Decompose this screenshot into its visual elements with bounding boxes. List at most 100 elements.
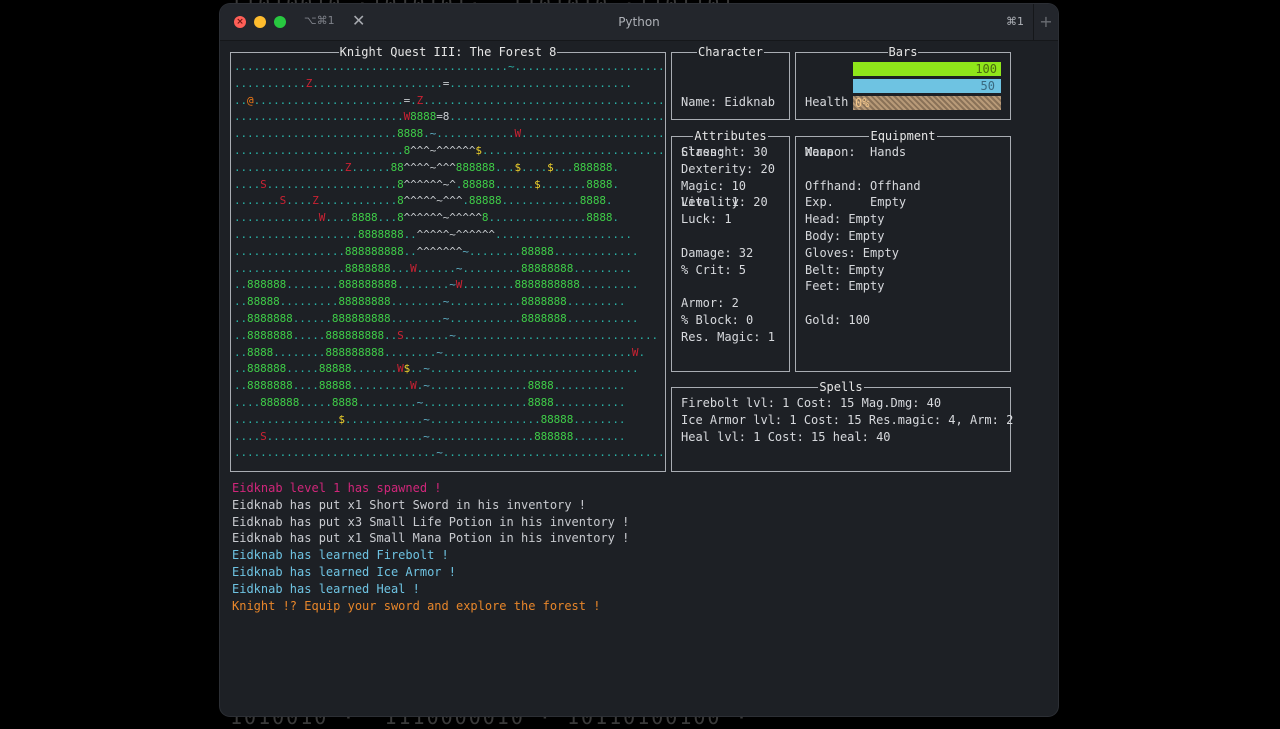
map-ground-dot: .... — [234, 395, 261, 409]
map-ground-dot: ................ — [423, 395, 528, 409]
map-ground-dot: ...... — [416, 261, 456, 275]
map-enemy: W — [397, 362, 404, 376]
map-row: ................$............~..........… — [234, 412, 662, 429]
map-ground-dot: ........ — [286, 278, 339, 292]
map-enemy: W — [514, 127, 522, 141]
map-tree: 8888 — [351, 211, 378, 225]
spell-line: Ice Armor lvl: 1 Cost: 15 Res.magic: 4, … — [681, 412, 1014, 427]
maximize-window-button[interactable] — [274, 16, 286, 28]
close-tab-icon[interactable]: ✕ — [352, 11, 366, 30]
map-ground-dot: ... — [390, 261, 411, 275]
map-gold: $ — [403, 362, 411, 376]
map-ground-dot: ............................... — [234, 446, 437, 460]
map-player: @ — [247, 93, 254, 107]
map-water: ~ — [423, 429, 430, 443]
log-message: Eidknab has learned Heal ! — [232, 581, 420, 596]
map-row: ..@.......................=.Z...........… — [234, 93, 662, 110]
log-message: Eidknab has learned Firebolt ! — [232, 548, 449, 563]
map-tree: 8888888 — [357, 227, 404, 241]
map-ground-dot: ......... — [462, 261, 522, 275]
map-ground-dot: . — [410, 93, 417, 107]
map-water: ~ — [455, 261, 463, 275]
tab-shortcut: ⌥⌘1 — [304, 14, 335, 27]
title-bar: × ⌥⌘1 ✕ Python ⌘1 + — [220, 4, 1058, 41]
health-label: Health — [805, 94, 849, 109]
equipment-line — [805, 295, 921, 312]
log-message: Eidknab has put x3 Small Life Potion in … — [232, 514, 630, 529]
map-row: .........................8888.~.........… — [234, 126, 662, 143]
attributes-list: Strenght: 30 Dexterity: 20 Magic: 10 Vitali… — [681, 144, 775, 346]
map-ground-dot: .... — [521, 160, 548, 174]
map-row: ..8888........888888888........~........… — [234, 345, 662, 362]
mana-value: 50 — [980, 79, 995, 93]
log-message: Eidknab has put x1 Short Sword in his in… — [232, 497, 587, 512]
map-tree: 8 — [481, 211, 489, 225]
spells-title: Spells — [818, 380, 864, 394]
map-tree: 8888 — [527, 379, 554, 393]
map-row: ...........Z....................=.......… — [234, 76, 662, 93]
map-mountain: ^^^~^^^^^^ — [410, 143, 476, 157]
attribute-line: % Crit: 5 — [681, 262, 747, 277]
map-tree: 88888888 — [338, 295, 391, 309]
map-water: ~ — [442, 311, 450, 325]
attributes-title: Attributes — [693, 129, 768, 143]
attribute-line: Strenght: 30 — [681, 145, 768, 159]
map-water: ~ — [416, 395, 424, 409]
map-water: ~ — [442, 295, 450, 309]
health-bar-fill — [853, 62, 1001, 76]
map-row: ..888888........888888888........~W.....… — [234, 277, 662, 294]
map-tree: 8888888 — [344, 261, 391, 275]
map-ground-dot: . — [612, 160, 619, 174]
new-tab-button[interactable]: + — [1033, 4, 1058, 40]
map-ground-dot: . — [423, 127, 430, 141]
map-ground-dot: .. — [403, 244, 417, 258]
map-water: ~ — [462, 244, 469, 258]
map-panel: Knight Quest III: The Forest 8 .........… — [230, 45, 666, 472]
character-name: Name: Eidknab — [681, 94, 775, 109]
map-tree: 8888888888 — [514, 278, 580, 292]
attribute-line — [681, 228, 775, 245]
map-tree: 8888888 — [521, 295, 567, 309]
map-enemy: S — [279, 194, 287, 208]
map-enemy: S — [260, 177, 267, 191]
map-ground-dot: ................................ — [429, 362, 639, 376]
map-ground-dot: ........ — [384, 345, 437, 359]
map-ground-dot: ................ — [234, 412, 339, 426]
map-ground-dot: ......... — [351, 379, 411, 393]
map-enemy: S — [397, 328, 404, 342]
map-tree: 8888888 — [247, 328, 293, 342]
map-tree: 888888 — [455, 160, 495, 174]
map-ground-dot: ................. — [234, 244, 345, 258]
map-tree: 888888 — [260, 395, 300, 409]
map-row: ..8888888.....888888888..S.......~......… — [234, 328, 662, 345]
map-ground-dot: ........ — [573, 412, 626, 426]
map-ground-dot: . — [455, 177, 463, 191]
map-tree: 88888 — [540, 412, 574, 426]
map-ground-dot: ............................... — [455, 328, 659, 342]
map-ground-dot: ........ — [468, 244, 522, 258]
map-water: ~ — [436, 345, 443, 359]
map-ground-dot: ....... — [540, 177, 587, 191]
map-row: ..888888.....88888.......W$..~..........… — [234, 361, 662, 378]
map-mountain: = — [403, 93, 411, 107]
attributes-panel: Attributes Strenght: 30 Dexterity: 20 Magi… — [671, 129, 790, 372]
map-enemy: W — [410, 379, 417, 393]
map-ground-dot: .................... — [266, 177, 398, 191]
close-window-button[interactable]: × — [234, 16, 246, 28]
map-tree: 88 — [390, 160, 404, 174]
map-ground-dot: ......... — [357, 395, 417, 409]
attribute-line: Damage: 32 — [681, 245, 754, 260]
equipment-line: Weapon: Hands — [805, 145, 907, 159]
attribute-line: Vitality: 20 — [681, 195, 768, 210]
mana-bar: 50 — [853, 79, 1001, 93]
map-ground-dot: ...................................... — [442, 446, 662, 460]
map-ground-dot: ........ — [462, 278, 515, 292]
map-ground-dot: ........... — [234, 76, 306, 90]
map-row: ........................................… — [234, 59, 662, 76]
map-ground-dot: ..... — [299, 395, 332, 409]
minimize-window-button[interactable] — [254, 16, 266, 28]
equipment-line: Gold: 100 — [805, 312, 871, 327]
message-log: Eidknab level 1 has spawned ! Eidknab has… — [232, 480, 629, 614]
map-row: ..........................8^^^~^^^^^^$..… — [234, 143, 662, 160]
map-ground-dot: ... — [377, 211, 398, 225]
